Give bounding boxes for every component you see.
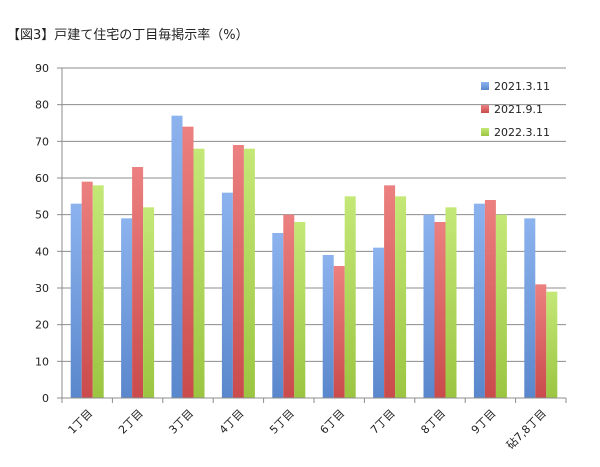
legend-label: 2022.3.11: [494, 126, 550, 139]
bar: [484, 200, 496, 398]
chart-title: 【図3】戸建て住宅の丁目毎掲示率（%）: [7, 28, 249, 43]
y-tick-label: 0: [42, 392, 49, 405]
y-axis: 0 10 20 30 40 50 60 70 80 90: [35, 62, 63, 405]
x-tick-label: 3丁目: [166, 407, 196, 437]
bar: [322, 255, 334, 398]
bar: [92, 185, 104, 398]
bar: [524, 218, 536, 398]
legend-swatch: [481, 82, 489, 90]
bar: [232, 145, 244, 398]
x-tick-label: 2丁目: [116, 407, 146, 437]
x-tick-label: 4丁目: [217, 407, 247, 437]
x-tick-label: 9丁目: [469, 407, 499, 437]
y-tick-label: 10: [35, 355, 49, 368]
bar: [473, 203, 485, 398]
x-axis: 1丁目 2丁目 3丁目 4丁目 5丁目 6丁目 7丁目 8丁目 9丁目 砧7,8丁目: [61, 397, 567, 452]
bar: [333, 266, 345, 398]
x-tick-label: 8丁目: [418, 407, 448, 437]
y-tick-label: 70: [35, 135, 49, 148]
legend-label: 2021.3.11: [494, 80, 550, 93]
bar: [294, 222, 306, 398]
bar: [81, 181, 93, 398]
bar: [143, 207, 155, 398]
bar: [272, 233, 284, 398]
x-tick-label: 1丁目: [66, 407, 96, 437]
legend-swatch: [481, 128, 489, 136]
bar: [243, 148, 255, 398]
x-tick-label: 7丁目: [368, 407, 398, 437]
bar: [171, 115, 183, 399]
y-tick-label: 60: [35, 172, 49, 185]
y-tick-label: 20: [35, 319, 49, 332]
x-tick-label: 6丁目: [318, 407, 348, 437]
bar: [395, 196, 407, 398]
bar: [434, 222, 446, 398]
y-tick-label: 80: [35, 99, 49, 112]
y-tick-label: 30: [35, 282, 49, 295]
bar: [373, 247, 385, 398]
bar: [535, 284, 547, 398]
bar: [70, 203, 82, 398]
y-tick-label: 90: [35, 62, 49, 75]
bar: [221, 192, 233, 398]
bar: [546, 291, 558, 398]
legend-label: 2021.9.1: [494, 103, 543, 116]
x-tick-label: 5丁目: [267, 407, 297, 437]
y-tick-label: 40: [35, 245, 49, 258]
bar: [344, 196, 356, 398]
bar: [384, 185, 396, 398]
legend-swatch: [481, 105, 489, 113]
legend: 2021.3.11 2021.9.1 2022.3.11: [481, 80, 550, 139]
bar: [283, 214, 295, 398]
bar: [445, 207, 457, 398]
bar: [423, 214, 435, 398]
bar: [121, 218, 133, 398]
y-tick-label: 50: [35, 209, 49, 222]
bars: [70, 115, 558, 399]
x-tick-label: 砧7,8丁目: [503, 406, 549, 452]
bar: [193, 148, 205, 398]
bar: [182, 126, 194, 399]
bar: [495, 214, 507, 398]
bar: [132, 167, 144, 398]
